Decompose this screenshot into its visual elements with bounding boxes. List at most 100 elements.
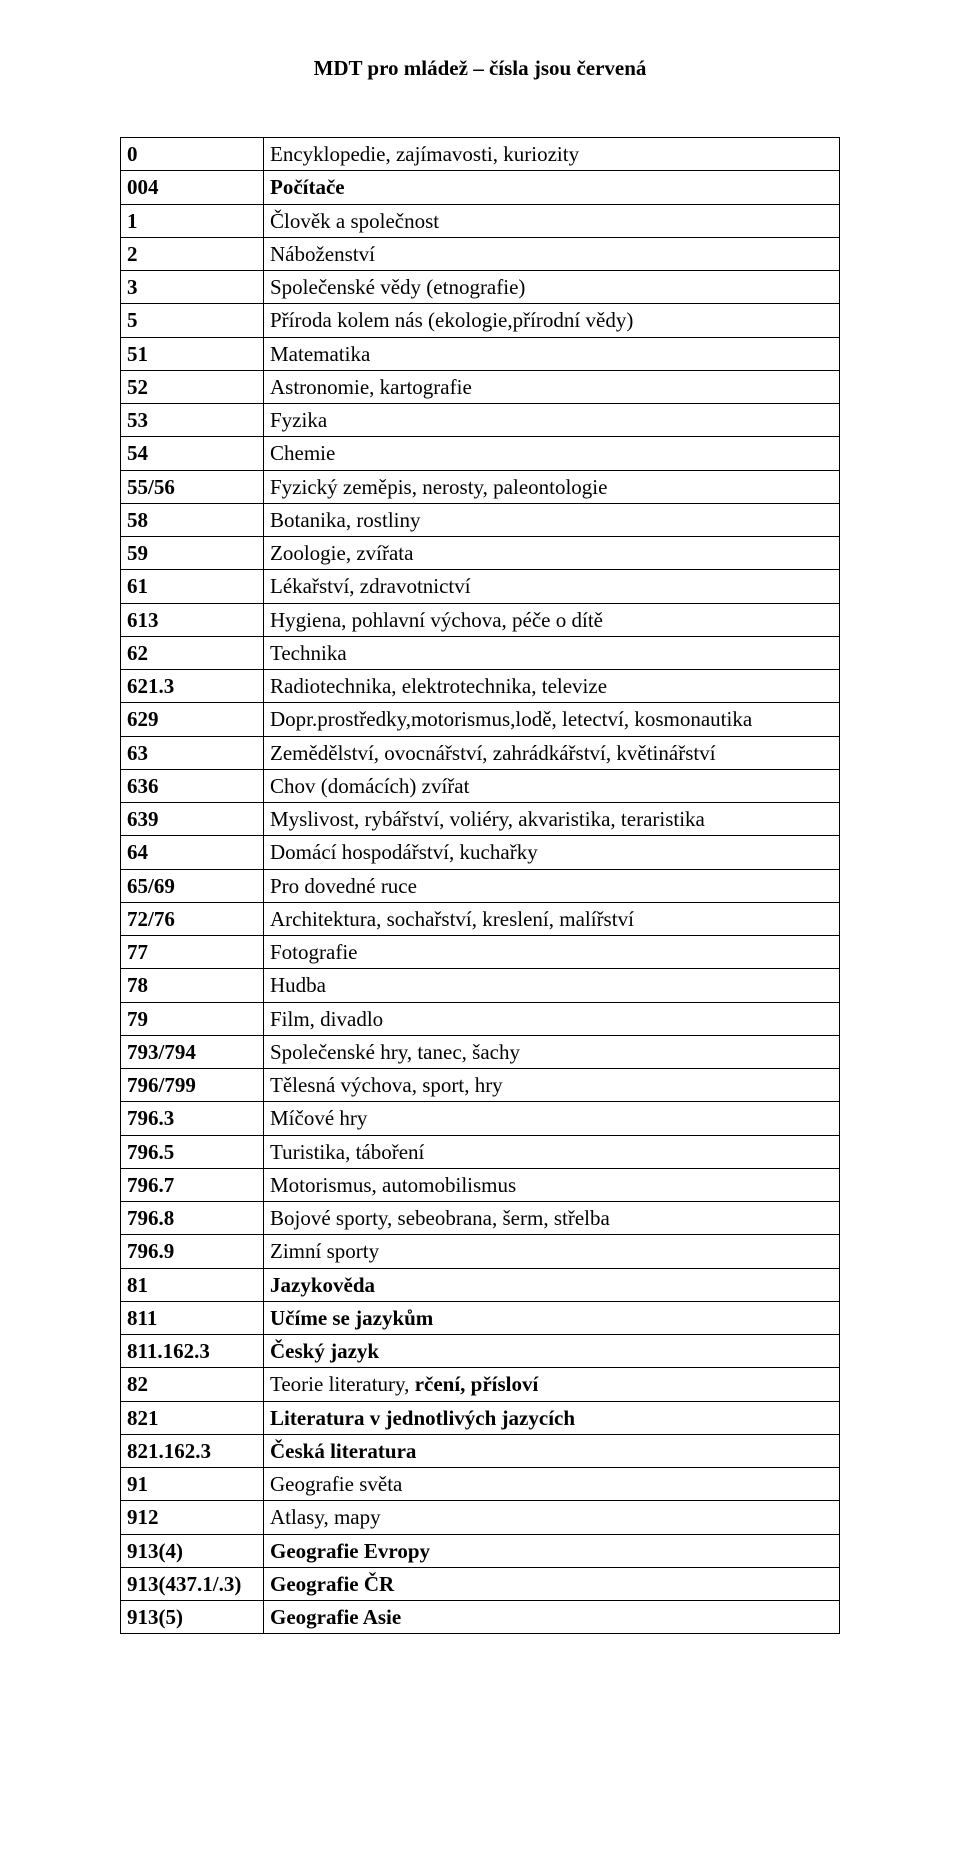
table-row: 796.7Motorismus, automobilismus xyxy=(121,1168,840,1201)
table-row: 53Fyzika xyxy=(121,404,840,437)
mdt-code: 91 xyxy=(121,1468,264,1501)
table-row: 811.162.3Český jazyk xyxy=(121,1335,840,1368)
mdt-code: 913(5) xyxy=(121,1601,264,1634)
mdt-label: Tělesná výchova, sport, hry xyxy=(264,1069,840,1102)
mdt-label: Míčové hry xyxy=(264,1102,840,1135)
mdt-label: Společenské hry, tanec, šachy xyxy=(264,1035,840,1068)
mdt-code: 51 xyxy=(121,337,264,370)
mdt-code: 5 xyxy=(121,304,264,337)
mdt-label: Chemie xyxy=(264,437,840,470)
mdt-label: Bojové sporty, sebeobrana, šerm, střelba xyxy=(264,1202,840,1235)
mdt-code: 82 xyxy=(121,1368,264,1401)
mdt-code: 636 xyxy=(121,769,264,802)
mdt-label: Český jazyk xyxy=(264,1335,840,1368)
mdt-label-prefix: Teorie literatury, xyxy=(270,1372,415,1396)
table-row: 796/799Tělesná výchova, sport, hry xyxy=(121,1069,840,1102)
mdt-label: Botanika, rostliny xyxy=(264,503,840,536)
table-row: 64Domácí hospodářství, kuchařky xyxy=(121,836,840,869)
mdt-label: Geografie Evropy xyxy=(264,1534,840,1567)
mdt-code: 58 xyxy=(121,503,264,536)
mdt-code: 77 xyxy=(121,936,264,969)
table-row: 2Náboženství xyxy=(121,237,840,270)
mdt-code: 629 xyxy=(121,703,264,736)
mdt-label: Technika xyxy=(264,636,840,669)
mdt-label: Fotografie xyxy=(264,936,840,969)
table-row: 821.162.3Česká literatura xyxy=(121,1434,840,1467)
mdt-code: 61 xyxy=(121,570,264,603)
mdt-label: Učíme se jazykům xyxy=(264,1301,840,1334)
table-row: 639Myslivost, rybářství, voliéry, akvari… xyxy=(121,803,840,836)
mdt-code: 811.162.3 xyxy=(121,1335,264,1368)
mdt-code: 3 xyxy=(121,271,264,304)
mdt-label: Geografie Asie xyxy=(264,1601,840,1634)
mdt-code: 81 xyxy=(121,1268,264,1301)
table-row: 1Člověk a společnost xyxy=(121,204,840,237)
page-title: MDT pro mládež – čísla jsou červená xyxy=(120,56,840,81)
table-row: 58Botanika, rostliny xyxy=(121,503,840,536)
mdt-code: 821.162.3 xyxy=(121,1434,264,1467)
table-row: 5Příroda kolem nás (ekologie,přírodní vě… xyxy=(121,304,840,337)
table-row: 62Technika xyxy=(121,636,840,669)
mdt-label: Chov (domácích) zvířat xyxy=(264,769,840,802)
table-row: 55/56Fyzický zeměpis, nerosty, paleontol… xyxy=(121,470,840,503)
mdt-code: 65/69 xyxy=(121,869,264,902)
table-row: 91Geografie světa xyxy=(121,1468,840,1501)
mdt-code: 796.5 xyxy=(121,1135,264,1168)
mdt-label: Myslivost, rybářství, voliéry, akvaristi… xyxy=(264,803,840,836)
table-row: 811Učíme se jazykům xyxy=(121,1301,840,1334)
mdt-label: Společenské vědy (etnografie) xyxy=(264,271,840,304)
table-row: 912Atlasy, mapy xyxy=(121,1501,840,1534)
mdt-label: Zoologie, zvířata xyxy=(264,537,840,570)
mdt-code: 913(4) xyxy=(121,1534,264,1567)
table-row: 63Zemědělství, ovocnářství, zahrádkářstv… xyxy=(121,736,840,769)
mdt-table: 0Encyklopedie, zajímavosti, kuriozity004… xyxy=(120,137,840,1634)
mdt-label: Film, divadlo xyxy=(264,1002,840,1035)
mdt-label: Architektura, sochařství, kreslení, malí… xyxy=(264,902,840,935)
mdt-code: 639 xyxy=(121,803,264,836)
mdt-code: 72/76 xyxy=(121,902,264,935)
table-row: 913(4)Geografie Evropy xyxy=(121,1534,840,1567)
mdt-label: Teorie literatury, rčení, přísloví xyxy=(264,1368,840,1401)
mdt-label: Hudba xyxy=(264,969,840,1002)
mdt-label: Příroda kolem nás (ekologie,přírodní věd… xyxy=(264,304,840,337)
mdt-code: 796.7 xyxy=(121,1168,264,1201)
table-row: 621.3Radiotechnika, elektrotechnika, tel… xyxy=(121,670,840,703)
mdt-label: Dopr.prostředky,motorismus,lodě, letectv… xyxy=(264,703,840,736)
table-row: 82Teorie literatury, rčení, přísloví xyxy=(121,1368,840,1401)
mdt-label: Atlasy, mapy xyxy=(264,1501,840,1534)
mdt-code: 55/56 xyxy=(121,470,264,503)
mdt-code: 796.3 xyxy=(121,1102,264,1135)
mdt-label: Fyzika xyxy=(264,404,840,437)
mdt-label: Jazykověda xyxy=(264,1268,840,1301)
mdt-code: 811 xyxy=(121,1301,264,1334)
table-row: 913(437.1/.3)Geografie ČR xyxy=(121,1567,840,1600)
mdt-code: 821 xyxy=(121,1401,264,1434)
mdt-code: 53 xyxy=(121,404,264,437)
mdt-label: Matematika xyxy=(264,337,840,370)
mdt-code: 796/799 xyxy=(121,1069,264,1102)
mdt-code: 1 xyxy=(121,204,264,237)
mdt-code: 62 xyxy=(121,636,264,669)
table-row: 81Jazykověda xyxy=(121,1268,840,1301)
table-row: 796.5Turistika, táboření xyxy=(121,1135,840,1168)
mdt-code: 912 xyxy=(121,1501,264,1534)
table-row: 79Film, divadlo xyxy=(121,1002,840,1035)
mdt-label: Náboženství xyxy=(264,237,840,270)
mdt-label: Literatura v jednotlivých jazycích xyxy=(264,1401,840,1434)
table-row: 51Matematika xyxy=(121,337,840,370)
table-row: 629Dopr.prostředky,motorismus,lodě, lete… xyxy=(121,703,840,736)
mdt-label: Fyzický zeměpis, nerosty, paleontologie xyxy=(264,470,840,503)
mdt-code: 793/794 xyxy=(121,1035,264,1068)
mdt-label: Pro dovedné ruce xyxy=(264,869,840,902)
table-row: 793/794Společenské hry, tanec, šachy xyxy=(121,1035,840,1068)
mdt-code: 0 xyxy=(121,138,264,171)
mdt-label: Astronomie, kartografie xyxy=(264,370,840,403)
table-row: 77Fotografie xyxy=(121,936,840,969)
mdt-label: Motorismus, automobilismus xyxy=(264,1168,840,1201)
mdt-code: 52 xyxy=(121,370,264,403)
mdt-label: Česká literatura xyxy=(264,1434,840,1467)
mdt-label: Zimní sporty xyxy=(264,1235,840,1268)
table-row: 0Encyklopedie, zajímavosti, kuriozity xyxy=(121,138,840,171)
table-row: 61Lékařství, zdravotnictví xyxy=(121,570,840,603)
table-row: 821Literatura v jednotlivých jazycích xyxy=(121,1401,840,1434)
